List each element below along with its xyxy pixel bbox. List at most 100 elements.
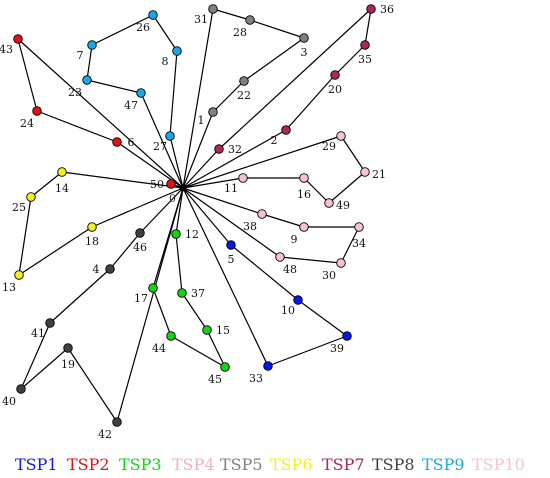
node-26 — [148, 10, 158, 20]
node-label-33: 33 — [249, 372, 263, 385]
tour-nodes — [13, 4, 376, 427]
tour-edge — [182, 129, 287, 189]
tour-edge — [182, 8, 214, 189]
tour-edge — [182, 187, 269, 367]
node-label-32: 32 — [228, 143, 242, 156]
node-label-20: 20 — [328, 83, 342, 96]
tour-edge — [261, 213, 305, 228]
node-label-2: 2 — [271, 134, 278, 147]
node-7 — [87, 40, 97, 50]
tour-edge — [140, 92, 184, 189]
node-46 — [135, 228, 145, 238]
node-35 — [360, 40, 370, 50]
node-29 — [336, 131, 346, 141]
node-label-3: 3 — [301, 46, 308, 59]
node-label-44: 44 — [152, 342, 166, 355]
node-label-50: 50 — [150, 178, 164, 191]
node-31 — [208, 4, 218, 14]
node-label-27: 27 — [153, 140, 167, 153]
node-label-7: 7 — [77, 49, 84, 62]
node-17 — [148, 283, 158, 293]
depot-label: 0 — [169, 192, 176, 205]
node-label-9: 9 — [291, 233, 298, 246]
tour-edge — [334, 44, 366, 76]
node-4 — [105, 264, 115, 274]
tour-edge — [328, 171, 366, 204]
node-label-46: 46 — [133, 241, 147, 254]
node-47 — [136, 88, 146, 98]
node-label-45: 45 — [208, 373, 222, 386]
node-label-31: 31 — [194, 13, 208, 26]
tour-edge — [303, 177, 330, 204]
tour-edge — [109, 232, 141, 270]
node-label-21: 21 — [372, 168, 386, 181]
tour-edge — [279, 256, 342, 264]
tour-edge — [212, 80, 245, 113]
node-label-38: 38 — [243, 220, 257, 233]
node-13 — [14, 270, 24, 280]
node-39 — [342, 331, 352, 341]
node-8 — [172, 46, 182, 56]
node-23 — [82, 75, 92, 85]
node-5 — [226, 240, 236, 250]
node-32 — [214, 144, 224, 154]
tour-edge — [20, 322, 51, 390]
node-11 — [238, 173, 248, 183]
legend-item-tsp4: TSP4 — [172, 455, 215, 474]
node-44 — [166, 331, 176, 341]
node-21 — [360, 167, 370, 177]
node-label-6: 6 — [128, 136, 135, 149]
tour-edge — [297, 299, 348, 337]
legend-item-tsp6: TSP6 — [270, 455, 313, 474]
node-10 — [293, 295, 303, 305]
tour-edge — [169, 135, 184, 189]
node-33 — [263, 361, 273, 371]
node-27 — [165, 131, 175, 141]
tour-edge — [91, 14, 154, 46]
tour-edge — [230, 244, 299, 301]
node-28 — [245, 15, 255, 25]
tour-edge — [340, 135, 366, 173]
legend-item-tsp3: TSP3 — [119, 455, 162, 474]
node-label-29: 29 — [322, 140, 336, 153]
tour-edge — [175, 187, 184, 235]
tour-edge — [116, 187, 184, 423]
legend-item-tsp1: TSP1 — [15, 455, 58, 474]
node-41 — [45, 318, 55, 328]
node-9 — [299, 222, 309, 232]
tour-edge — [86, 79, 142, 94]
node-label-26: 26 — [136, 21, 150, 34]
node-label-28: 28 — [233, 26, 247, 39]
node-label-23: 23 — [68, 86, 82, 99]
tour-edge — [285, 74, 336, 131]
tour-edge — [206, 329, 226, 368]
tour-edge — [67, 347, 118, 423]
tour-edge — [30, 171, 63, 198]
node-40 — [16, 384, 26, 394]
tour-edge — [20, 347, 69, 390]
node-label-40: 40 — [2, 395, 16, 408]
legend-item-tsp2: TSP2 — [67, 455, 110, 474]
node-label-11: 11 — [224, 182, 238, 195]
node-49 — [324, 198, 334, 208]
node-45 — [220, 362, 230, 372]
node-label-39: 39 — [330, 342, 344, 355]
node-42 — [112, 417, 122, 427]
node-label-17: 17 — [134, 292, 148, 305]
tour-edge — [169, 50, 178, 137]
node-36 — [366, 4, 376, 14]
tour-edge — [91, 187, 184, 228]
node-18 — [87, 222, 97, 232]
tour-edge — [36, 110, 118, 143]
node-label-4: 4 — [93, 263, 100, 276]
node-48 — [275, 252, 285, 262]
tour-edge — [86, 44, 93, 81]
node-label-36: 36 — [380, 3, 394, 16]
tour-edge — [182, 187, 281, 258]
node-label-48: 48 — [283, 263, 297, 276]
tour-edge — [182, 135, 342, 189]
tour-edge — [17, 38, 184, 189]
tour-edge — [17, 38, 38, 112]
